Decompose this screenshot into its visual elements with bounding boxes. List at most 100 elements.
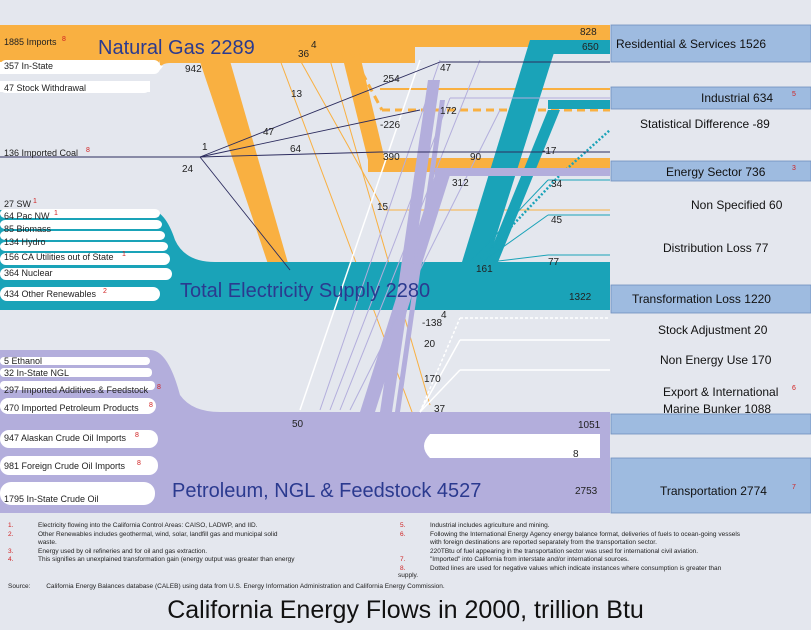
flow-value-label: 4: [441, 310, 447, 321]
flow-value-label: 942: [185, 64, 202, 75]
footnote-marker: 8: [137, 460, 141, 467]
gas-to-energy-sector-band: [340, 47, 385, 160]
sink-label: Energy Sector 736: [666, 165, 766, 179]
footnotes-left: 1. Electricity flowing into the Californi…: [8, 522, 388, 565]
source-label: 364 Nuclear: [4, 268, 53, 278]
sink-label: Statistical Difference -89: [640, 117, 770, 131]
source-label: 156 CA Utilities out of State: [4, 252, 114, 262]
source-label: 64 Pac NW: [4, 211, 50, 221]
flow-value-label: 34: [551, 179, 563, 190]
footnote-marker: 1: [33, 198, 37, 205]
footnote-marker: 8: [149, 402, 153, 409]
flow-value-label: 36: [298, 49, 310, 60]
sink-label: Residential & Services 1526: [616, 37, 766, 51]
source-label: 134 Hydro: [4, 237, 46, 247]
sink-label: Transformation Loss 1220: [632, 292, 771, 306]
petroleum-thin-flows: [299, 59, 610, 413]
petroleum-hub-label: Petroleum, NGL & Feedstock 4527: [172, 480, 481, 502]
sink-label: Distribution Loss 77: [663, 241, 769, 255]
sink-box-residential: [610, 24, 811, 63]
source-slot-stock: [0, 81, 150, 93]
footnote-row: 3. Energy used by oil refineries and for …: [8, 548, 388, 557]
footnote-text: Industrial includes agriculture and mini…: [430, 522, 550, 529]
footnote-text: Energy used by oil refineries and for oi…: [38, 547, 208, 555]
flow-value-label: 1051: [578, 420, 601, 431]
footnote-text: Dotted lines are used for negative value…: [430, 564, 722, 572]
footnote-number: 8.: [400, 564, 406, 572]
petro-export-band: [430, 414, 610, 434]
flow-value-label: 64: [290, 144, 302, 155]
source-label: 136 Imported Coal: [4, 148, 78, 158]
footnote-number: [400, 539, 430, 548]
source-label: Source:: [8, 583, 31, 590]
footnote-marker: 2: [103, 288, 107, 295]
flow-diagram: 1885 Imports 8 357 In-State 47 Stock Withdr…: [0, 24, 811, 514]
footnote-row: waste.: [8, 539, 388, 548]
sink-label: Export & International: [663, 385, 778, 399]
electricity-thin-flows: [469, 129, 611, 263]
footnote-marker: 7: [792, 484, 796, 491]
footnote-text: This signifies an unexplained transforma…: [38, 556, 295, 563]
source-label: 1885 Imports: [4, 37, 57, 47]
flow-value-label: 47: [263, 127, 275, 138]
flow-value-label: 828: [580, 27, 597, 38]
flow-value-label: 8: [573, 449, 579, 460]
flow-value-label: 172: [440, 106, 457, 117]
flow-value-label: 390: [383, 152, 400, 163]
elec-to-industrial-band: [486, 110, 560, 262]
electricity-hub-label: Total Electricity Supply 2280: [180, 280, 430, 302]
flow-value-label: 650: [582, 42, 599, 53]
sink-box-export: [610, 413, 811, 435]
footnote-text: Other Renewables includes geothermal, wi…: [38, 530, 278, 538]
flow-value-label: 45: [551, 215, 563, 226]
footnote-number: 5.: [400, 522, 406, 529]
flow-value-label: 170: [424, 374, 441, 385]
footnote-row: 1. Electricity flowing into the Californi…: [8, 522, 388, 531]
footnotes-right: 5. Industrial includes agriculture and mi…: [400, 522, 805, 573]
footnote-marker: 8: [86, 147, 90, 154]
supply-note: supply.: [398, 572, 419, 579]
footnote-marker: 3: [792, 165, 796, 172]
flow-value-label: -17: [542, 146, 557, 157]
footnote-marker: 6: [792, 385, 796, 392]
footnote-text: waste.: [38, 539, 57, 546]
sink-box-industrial: [610, 86, 811, 110]
footnote-number: [8, 539, 38, 548]
footnote-row: 6. Following the International Energy Age…: [400, 531, 805, 540]
elec-residential-band: [530, 40, 610, 54]
footnote-row: 8. Dotted lines are used for negative val…: [400, 565, 805, 574]
footnote-row: 7. "Imported" into California from inters…: [400, 556, 805, 565]
source-text: California Energy Balances database (CAL…: [46, 583, 445, 590]
footnote-text: Electricity flowing into the California …: [38, 522, 258, 529]
footnote-text: "Imported" into California from intersta…: [430, 556, 629, 563]
flow-value-label: 312: [452, 178, 469, 189]
footnote-row: 220TBtu of fuel appearing in the transpo…: [400, 548, 805, 557]
footnote-text: Following the International Energy Agenc…: [430, 530, 741, 538]
footnote-number: 6.: [400, 530, 406, 538]
source-slot-instate: [0, 60, 160, 74]
elec-industrial-band: [548, 100, 610, 109]
footnote-number: 3.: [8, 547, 14, 555]
sink-box-transportation: [610, 457, 811, 514]
source-line: Source: California Energy Balances datab…: [8, 583, 445, 590]
footnote-marker: 5: [792, 91, 796, 98]
source-label: 297 Imported Additives & Feedstock: [4, 385, 149, 395]
flow-value-label: 2753: [575, 486, 598, 497]
diagram-title: California Energy Flows in 2000, trillio…: [167, 596, 644, 624]
source-label: 27 SW: [4, 199, 32, 209]
sink-label: Transportation 2774: [660, 484, 767, 498]
source-label: 32 In-State NGL: [4, 368, 69, 378]
source-label: 434 Other Renewables: [4, 289, 97, 299]
source-label: 947 Alaskan Crude Oil Imports: [4, 433, 127, 443]
sink-label: Non Energy Use 170: [660, 353, 772, 367]
footnote-marker: 1: [54, 210, 58, 217]
sink-label: Non Specified 60: [691, 198, 783, 212]
petroleum-source-slots: [0, 357, 600, 505]
footnote-text: with foreign destinations are reported s…: [430, 539, 657, 546]
gas-to-electricity-band: [195, 47, 290, 270]
flow-value-label: 15: [377, 202, 389, 213]
flow-value-label: 50: [292, 419, 304, 430]
flow-value-label: 37: [434, 404, 446, 415]
sink-box-energy-sector: [610, 160, 811, 182]
